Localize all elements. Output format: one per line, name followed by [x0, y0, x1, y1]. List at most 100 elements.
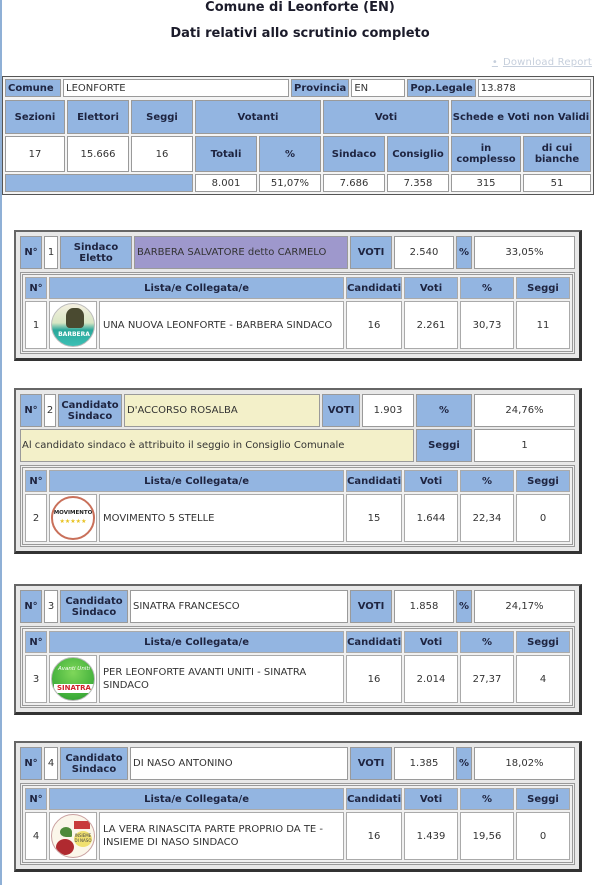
candidate-perc: 24,17% — [474, 590, 575, 623]
votanti-perc-header: % — [259, 136, 321, 172]
perc-label: % — [456, 590, 472, 623]
list-voti: 2.014 — [404, 655, 458, 703]
candidate-header-table: N° 3 Candidato Sindaco SINATRA FRANCESCO… — [18, 588, 577, 625]
list-logo-cell: INSIEME DI NASO — [49, 812, 97, 860]
page-subtitle: Dati relativi allo scrutinio completo — [170, 26, 430, 41]
di-naso-logo-icon: INSIEME DI NASO — [51, 814, 95, 858]
list-seggi: 0 — [516, 812, 570, 860]
list-number: 4 — [25, 812, 47, 860]
perc-header: % — [460, 631, 514, 653]
list-number: 1 — [25, 301, 47, 349]
sezioni-header: Sezioni — [5, 100, 65, 134]
candidate-voti: 1.903 — [362, 394, 414, 427]
comune-label: Comune — [5, 79, 61, 97]
list-row: 3 Avanti Uniti SINATRA PER LEONFORTE AVA… — [25, 655, 570, 703]
voti-header: Voti — [404, 788, 458, 810]
num-label: N° — [20, 236, 42, 269]
seggi-header: Seggi — [516, 470, 570, 492]
voti-header: Voti — [404, 631, 458, 653]
voti-label: VOTI — [350, 747, 392, 780]
list-perc: 30,73 — [460, 301, 514, 349]
barbera-logo-icon: BARBERA — [51, 303, 95, 347]
list-name-header: Lista/e Collegata/e — [49, 631, 345, 653]
voti-header: Voti — [323, 100, 449, 134]
movimento-5-stelle-logo-icon: MOVIMENTO ★★★★★ — [51, 496, 95, 540]
candidate-number: 4 — [44, 747, 58, 780]
candidate-panel-1: N° 1 Sindaco Eletto BARBERA SALVATORE de… — [14, 230, 582, 361]
votanti-totali-header: Totali — [195, 136, 257, 172]
list-name: PER LEONFORTE AVANTI UNITI - SINATRA SIN… — [99, 655, 345, 703]
perc-header: % — [460, 470, 514, 492]
candidate-header-table: N° 2 Candidato Sindaco D'ACCORSO ROSALBA… — [18, 392, 577, 464]
voti-consiglio-header: Consiglio — [387, 136, 449, 172]
candidate-number: 2 — [44, 394, 56, 427]
download-report-link[interactable]: • Download Report — [492, 57, 592, 68]
lists-table: N° Lista/e Collegata/e Candidati Voti % … — [20, 272, 575, 354]
list-voti: 2.261 — [404, 301, 458, 349]
seggi-header: Seggi — [516, 277, 570, 299]
list-logo-cell: Avanti Uniti SINATRA — [49, 655, 97, 703]
list-row: 4 INSIEME DI NASO LA VERA RINASCITA PART… — [25, 812, 570, 860]
list-number: 2 — [25, 494, 47, 542]
comune-info-table: Comune LEONFORTE Provincia EN Pop.Legale… — [2, 76, 594, 99]
elettori-value: 15.666 — [67, 136, 129, 172]
candidati-header: Candidati — [346, 277, 402, 299]
candidate-role: Sindaco Eletto — [60, 236, 132, 269]
voti-label: VOTI — [322, 394, 360, 427]
list-voti: 1.439 — [404, 812, 458, 860]
num-label: N° — [20, 747, 42, 780]
pop-legale-value: 13.878 — [477, 79, 591, 97]
list-seggi: 11 — [516, 301, 570, 349]
bianche-header: di cui bianche — [523, 136, 591, 172]
votanti-header: Votanti — [195, 100, 321, 134]
seggi-header: Seggi — [131, 100, 193, 134]
perc-label: % — [416, 394, 472, 427]
list-seggi: 0 — [516, 494, 570, 542]
candidate-role: Candidato Sindaco — [60, 747, 128, 780]
list-seggi: 4 — [516, 655, 570, 703]
lists-table: N° Lista/e Collegata/e Candidati Voti % … — [20, 783, 575, 865]
list-candidati: 16 — [346, 301, 402, 349]
list-num-header: N° — [25, 631, 47, 653]
candidati-header: Candidati — [346, 788, 402, 810]
list-name: LA VERA RINASCITA PARTE PROPRIO DA TE - … — [99, 812, 345, 860]
candidati-header: Candidati — [346, 470, 402, 492]
list-logo-cell: BARBERA — [49, 301, 97, 349]
list-num-header: N° — [25, 470, 47, 492]
perc-label: % — [456, 747, 472, 780]
seggi-value: 16 — [131, 136, 193, 172]
list-number: 3 — [25, 655, 47, 703]
voti-label: VOTI — [350, 236, 392, 269]
sinatra-logo-icon: Avanti Uniti SINATRA — [51, 657, 95, 701]
list-row: 1 BARBERA UNA NUOVA LEONFORTE - BARBERA … — [25, 301, 570, 349]
list-name: UNA NUOVA LEONFORTE - BARBERA SINDACO — [99, 301, 345, 349]
bianche-value: 51 — [523, 174, 591, 192]
candidate-name: BARBERA SALVATORE detto CARMELO — [134, 236, 348, 269]
candidate-name: D'ACCORSO ROSALBA — [124, 394, 320, 427]
list-perc: 19,56 — [460, 812, 514, 860]
left-edge-border — [0, 0, 2, 885]
voti-consiglio-value: 7.358 — [387, 174, 449, 192]
pop-legale-label: Pop.Legale — [407, 79, 476, 97]
scrutinio-stats-table: Sezioni Elettori Seggi Votanti Voti Sche… — [2, 98, 594, 195]
in-complesso-value: 315 — [451, 174, 521, 192]
perc-header: % — [460, 788, 514, 810]
list-name-header: Lista/e Collegata/e — [49, 277, 345, 299]
lists-table: N° Lista/e Collegata/e Candidati Voti % … — [20, 626, 575, 708]
candidati-header: Candidati — [346, 631, 402, 653]
seggi-header: Seggi — [516, 631, 570, 653]
list-candidati: 15 — [346, 494, 402, 542]
candidate-header-table: N° 1 Sindaco Eletto BARBERA SALVATORE de… — [18, 234, 577, 271]
candidate-panel-4: N° 4 Candidato Sindaco DI NASO ANTONINO … — [14, 741, 582, 872]
perc-header: % — [460, 277, 514, 299]
candidate-voti: 2.540 — [394, 236, 454, 269]
note-seggi-label: Seggi — [416, 429, 472, 462]
voti-sindaco-header: Sindaco — [323, 136, 385, 172]
list-num-header: N° — [25, 788, 47, 810]
provincia-value: EN — [351, 79, 406, 97]
candidate-perc: 24,76% — [474, 394, 575, 427]
candidate-perc: 33,05% — [474, 236, 575, 269]
seggi-header: Seggi — [516, 788, 570, 810]
non-validi-header: Schede e Voti non Validi — [451, 100, 591, 134]
candidate-voti: 1.858 — [394, 590, 454, 623]
